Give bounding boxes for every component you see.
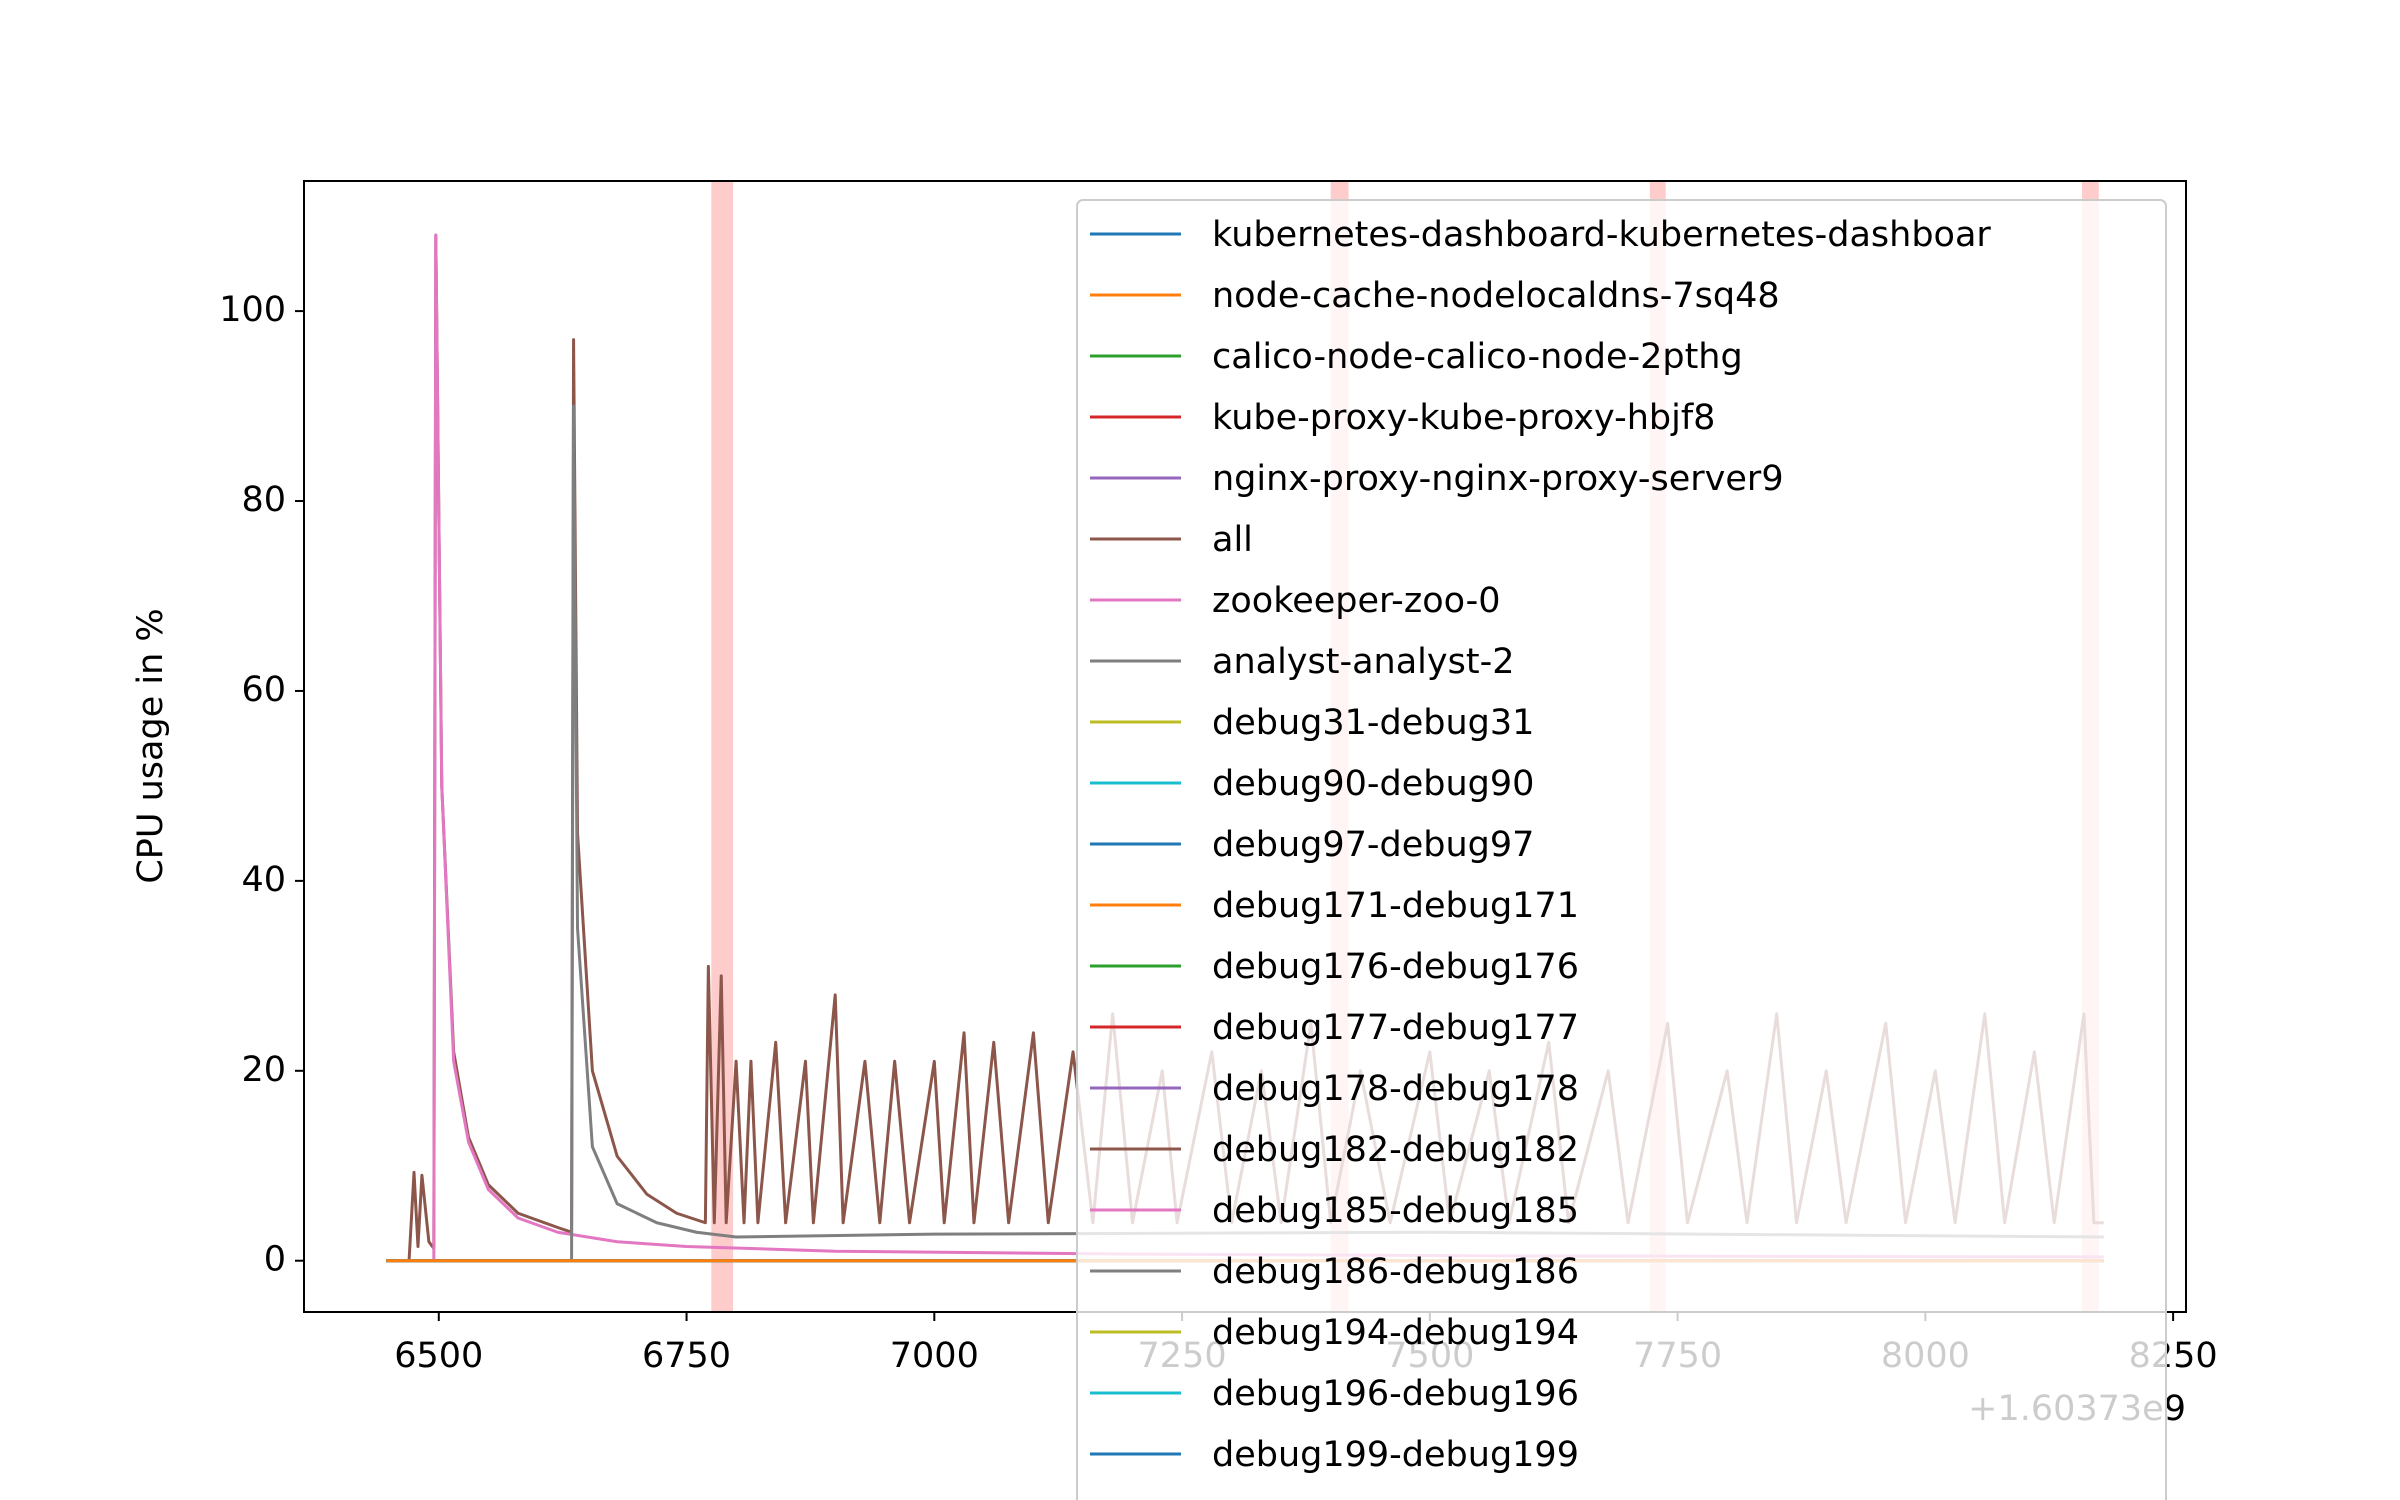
y-tick-label: 20 xyxy=(241,1050,286,1090)
legend-label: debug196-debug196 xyxy=(1212,1374,1579,1414)
legend-label: debug202-debug202 xyxy=(1212,1496,1579,1500)
y-tick-label: 100 xyxy=(219,290,286,330)
y-tick-label: 40 xyxy=(241,860,286,900)
legend-label: nginx-proxy-nginx-proxy-server9 xyxy=(1212,459,1784,499)
legend-label: debug185-debug185 xyxy=(1212,1191,1579,1231)
legend-label: debug186-debug186 xyxy=(1212,1252,1579,1292)
legend-label: debug176-debug176 xyxy=(1212,947,1579,987)
legend-label: debug178-debug178 xyxy=(1212,1069,1579,1109)
legend-label: debug177-debug177 xyxy=(1212,1008,1579,1048)
legend-label: debug97-debug97 xyxy=(1212,825,1534,865)
y-tick-label: 60 xyxy=(241,670,286,710)
legend-label: zookeeper-zoo-0 xyxy=(1212,581,1501,621)
legend-label: debug171-debug171 xyxy=(1212,886,1579,926)
legend-label: debug182-debug182 xyxy=(1212,1130,1579,1170)
series-line xyxy=(386,233,2104,1263)
legend-label: debug199-debug199 xyxy=(1212,1435,1579,1475)
y-tick-label: 0 xyxy=(264,1240,286,1280)
legend-label: debug194-debug194 xyxy=(1212,1313,1579,1353)
x-tick-label: 6750 xyxy=(642,1336,731,1376)
legend-label: analyst-analyst-2 xyxy=(1212,642,1514,682)
legend-label: debug31-debug31 xyxy=(1212,703,1534,743)
legend-label: all xyxy=(1212,520,1253,560)
y-axis-label: CPU usage in % xyxy=(131,608,171,883)
series-line xyxy=(386,404,2104,1263)
legend-label: kube-proxy-kube-proxy-hbjf8 xyxy=(1212,398,1715,438)
y-tick-label: 80 xyxy=(241,480,286,520)
highlight-span xyxy=(711,181,734,1312)
legend-label: calico-node-calico-node-2pthg xyxy=(1212,337,1743,377)
legend-label: node-cache-nodelocaldns-7sq48 xyxy=(1212,276,1780,316)
legend-label: kubernetes-dashboard-kubernetes-dashboar xyxy=(1212,215,1991,255)
legend-label: debug90-debug90 xyxy=(1212,764,1534,804)
x-tick-label: 6500 xyxy=(394,1336,483,1376)
legend-box xyxy=(1076,199,2167,1500)
x-tick-label: 7000 xyxy=(890,1336,979,1376)
